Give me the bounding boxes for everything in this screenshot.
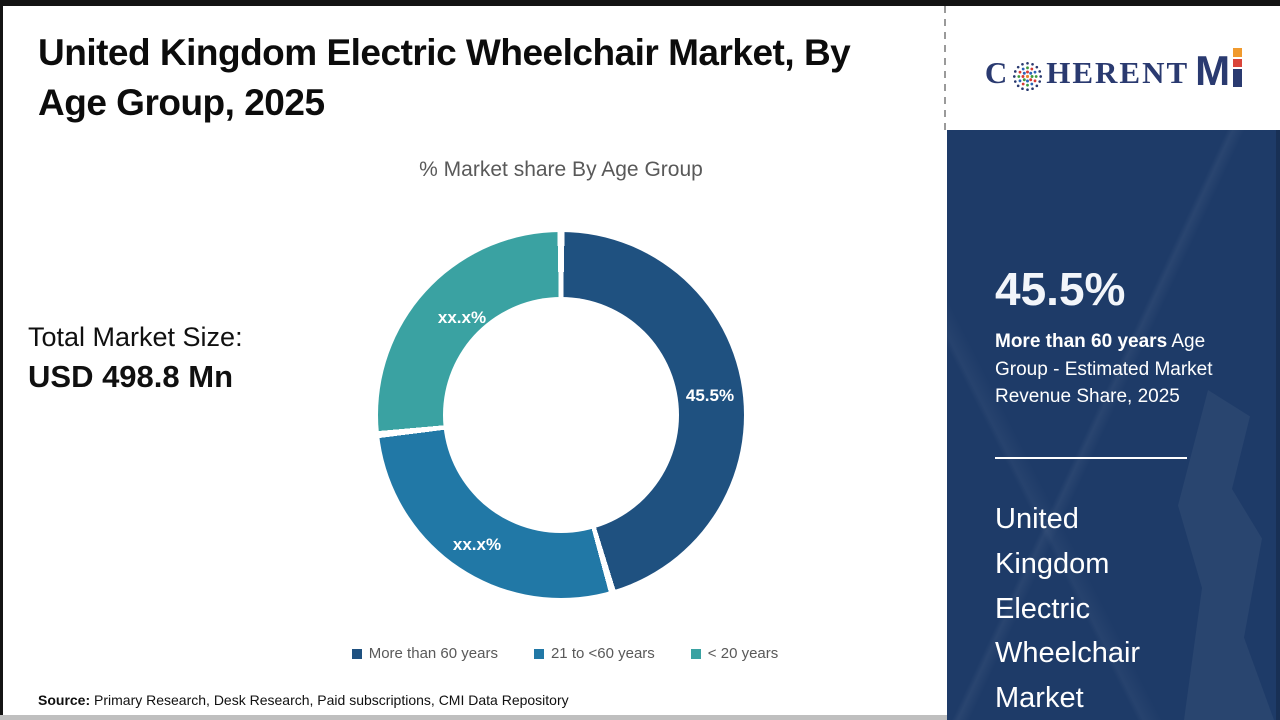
logo-text-c: C [984, 55, 1010, 90]
logo-i-icon [1233, 48, 1243, 87]
globe-o-icon [1013, 61, 1043, 92]
donut-hole [443, 297, 679, 533]
logo-text-m: M [1195, 47, 1231, 95]
chart-title: % Market share By Age Group [419, 158, 703, 181]
sidebar-stat-value: 45.5% [995, 263, 1126, 315]
chart-legend: More than 60 years 21 to <60 years < 20 … [280, 645, 850, 662]
source-text: Primary Research, Desk Research, Paid su… [90, 692, 569, 708]
left-border [0, 0, 3, 720]
legend-item-more-than-60: More than 60 years [351, 645, 498, 662]
donut-chart-area: 45.5% xx.x% xx.x% [378, 232, 744, 598]
total-market-size: Total Market Size: USD 498.8 Mn [28, 322, 243, 395]
legend-swatch-icon [533, 648, 544, 659]
sidebar-stat-rest: Age Group - Estimated Market Revenue Sha… [995, 331, 1213, 408]
legend-label: 21 to <60 years [550, 645, 655, 662]
page-title: United Kingdom Electric Wheelchair Marke… [38, 28, 928, 128]
sidebar-stat-description: More than 60 years Age Group - Estimated… [995, 328, 1255, 411]
logo-text-oherent: HERENT [1046, 55, 1190, 90]
slice-label-21-to-60: xx.x% [452, 535, 502, 554]
source-note: Source: Primary Research, Desk Research,… [38, 692, 569, 708]
total-market-size-label: Total Market Size: [28, 322, 243, 352]
legend-swatch-icon [690, 648, 701, 659]
legend-item-under-20: < 20 years [690, 645, 779, 662]
dashed-divider [944, 6, 946, 130]
legend-swatch-icon [351, 648, 362, 659]
top-border [0, 0, 1280, 6]
legend-item-21-to-60: 21 to <60 years [533, 645, 655, 662]
sidebar-divider [995, 456, 1187, 459]
page-title-line1: United Kingdom Electric Wheelchair Marke… [38, 32, 851, 73]
sidebar-stat-highlight: More than 60 years [995, 331, 1168, 352]
legend-label: More than 60 years [368, 645, 498, 662]
slice-label-more-than-60: 45.5% [685, 386, 735, 405]
brand-logo: C HERENT M [947, 6, 1280, 130]
legend-label: < 20 years [707, 645, 779, 662]
source-prefix: Source: [38, 692, 91, 708]
highlight-sidebar: 45.5% More than 60 years Age Group - Est… [947, 130, 1280, 720]
sidebar-market-name: United Kingdom Electric Wheelchair Marke… [995, 502, 1141, 715]
total-market-size-value: USD 498.8 Mn [28, 359, 234, 394]
slice-label-under-20: xx.x% [437, 308, 487, 327]
page-title-line2: Age Group, 2025 [38, 81, 325, 123]
bottom-border [0, 715, 947, 720]
